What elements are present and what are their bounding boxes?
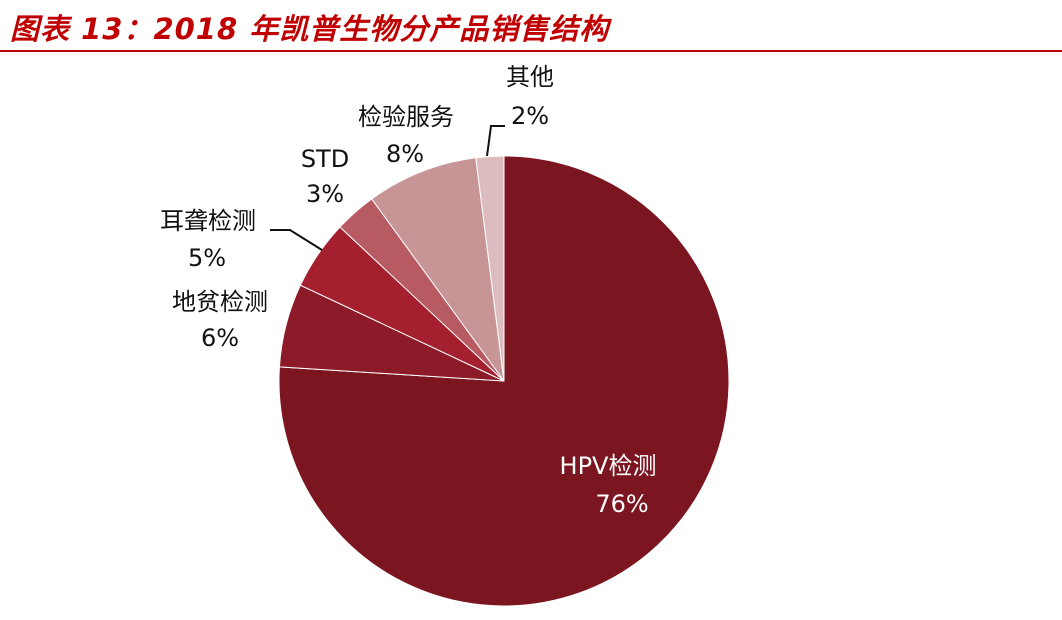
slice-percent-label: 6% [201,324,239,352]
slice-percent-label: 3% [306,180,344,208]
slice-name-label: 其他 [506,63,554,91]
slice-percent-label: 2% [511,102,549,130]
chart-title: 图表 13：2018 年凯普生物分产品销售结构 [10,12,610,46]
leader-line-3 [270,229,323,251]
slice-percent-label: 8% [386,140,424,168]
pie-slice-6 [475,155,505,382]
slice-name-label: 地贫检测 [172,288,268,316]
pie-slice-1 [278,155,730,607]
title-rule [0,50,1062,52]
slice-name-label: STD [301,145,349,173]
slice-name-label: 检验服务 [358,103,454,131]
pie-slice-5 [371,157,505,382]
slice-percent-label: 76% [595,490,648,518]
slice-name-label: HPV检测 [560,452,657,480]
leader-line-6 [486,125,505,157]
slice-name-label: 耳聋检测 [160,207,256,235]
slice-percent-label: 5% [188,244,226,272]
